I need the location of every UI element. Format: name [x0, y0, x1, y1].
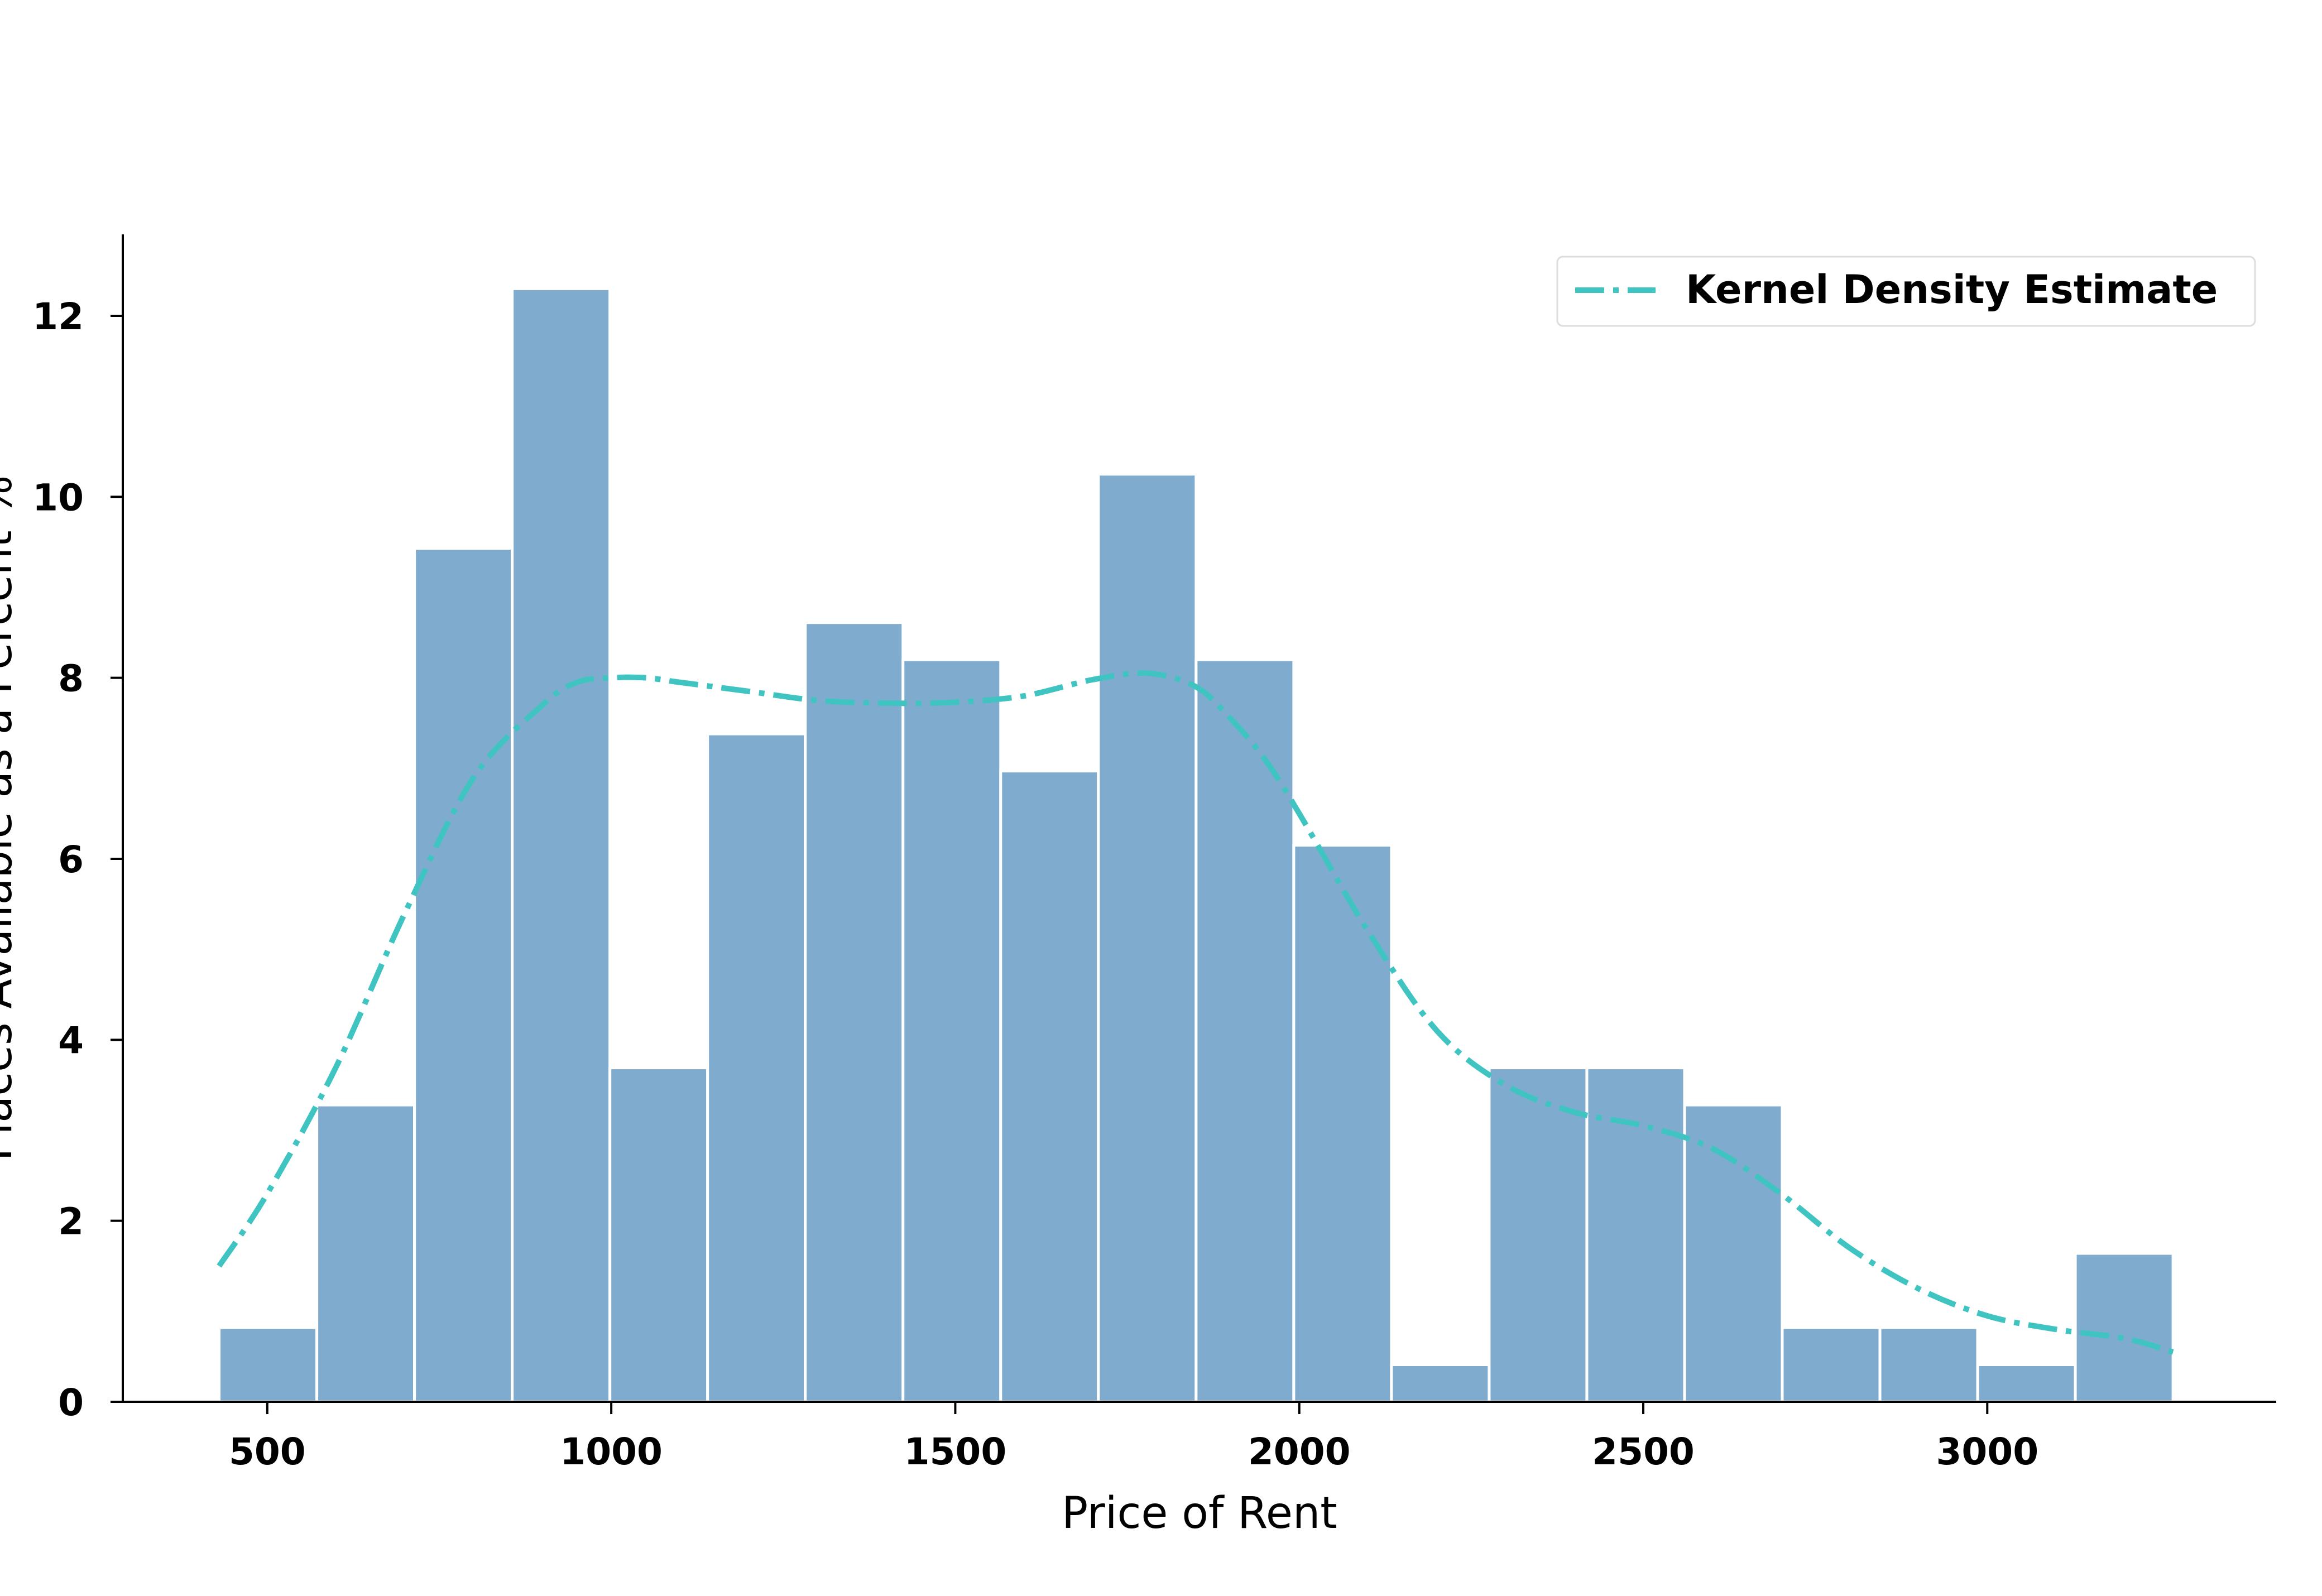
histogram-bar — [1390, 1363, 1491, 1403]
x-tick-label: 1500 — [904, 1430, 1007, 1473]
y-tick-label: 10 — [32, 476, 84, 519]
x-tick-label: 2500 — [1592, 1430, 1695, 1473]
histogram-bar — [1488, 1066, 1589, 1403]
x-tick-label: 1000 — [560, 1430, 663, 1473]
y-tick-label: 0 — [58, 1381, 84, 1424]
histogram-bar — [999, 770, 1100, 1403]
x-ticks: 500 1000 1500 2000 2500 3000 — [229, 1402, 2038, 1473]
legend: Kernel Density Estimate — [1556, 256, 2256, 327]
y-tick-label: 8 — [58, 657, 84, 700]
y-ticks: 0 2 4 6 8 10 12 — [32, 295, 123, 1424]
histogram-bar — [804, 621, 905, 1403]
y-axis-title: Places Available as a Percent % — [0, 475, 22, 1161]
kde-layer — [217, 670, 2174, 1355]
histogram-bar — [1683, 1103, 1784, 1403]
histogram-bar — [1781, 1326, 1882, 1403]
histogram-bar — [1976, 1363, 2077, 1403]
x-tick-label: 3000 — [1936, 1430, 2038, 1473]
histogram-bar — [901, 658, 1002, 1403]
histogram-bar — [511, 287, 612, 1403]
x-tick-label: 500 — [229, 1430, 306, 1473]
histogram-bar — [608, 1066, 709, 1403]
y-tick-label: 4 — [58, 1019, 84, 1062]
histogram-bar — [1097, 473, 1198, 1403]
y-tick-label: 12 — [32, 295, 84, 338]
histogram-bar — [1878, 1326, 1979, 1403]
axes — [122, 234, 2276, 1403]
legend-box — [1556, 256, 2256, 327]
y-tick-label: 6 — [58, 838, 84, 881]
histogram-bar — [1194, 658, 1296, 1403]
histogram-bar — [2074, 1252, 2175, 1403]
histogram-bar — [413, 547, 514, 1403]
histogram-bar — [218, 1326, 319, 1403]
histogram-bar — [706, 732, 807, 1403]
x-axis-title: Price of Rent — [1062, 1488, 1337, 1539]
histogram-bar — [315, 1103, 416, 1403]
kde-line — [217, 670, 2174, 1355]
x-tick-label: 2000 — [1248, 1430, 1351, 1473]
legend-label: Kernel Density Estimate — [1686, 267, 2218, 313]
histogram-bar — [1292, 844, 1393, 1403]
histogram-bars — [218, 287, 2175, 1403]
y-tick-label: 2 — [58, 1200, 84, 1243]
